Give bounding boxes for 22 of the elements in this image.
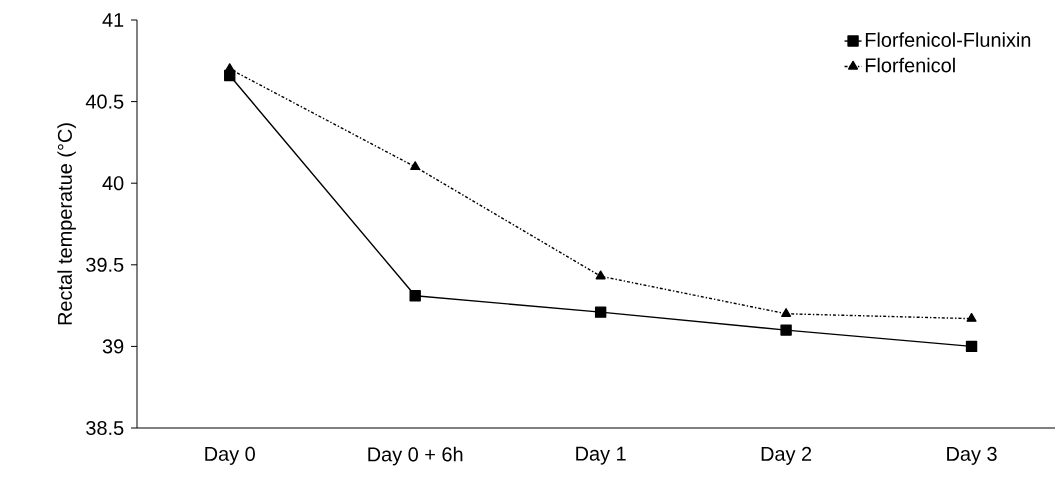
point xyxy=(780,324,792,336)
point xyxy=(594,306,607,318)
y-tick-label: 40.5 xyxy=(85,94,124,109)
x-tick-label: Day 2 xyxy=(761,446,812,465)
point xyxy=(409,290,421,302)
x-tick-label: Day 0 xyxy=(205,446,255,465)
y-tick-label: 38.5 xyxy=(86,420,124,436)
x-tick-label: Day 0 + 6h xyxy=(368,446,463,466)
legend-label: Florfenicol xyxy=(865,57,955,73)
point xyxy=(966,312,977,322)
point xyxy=(595,270,606,280)
y-tick-label: 39 xyxy=(102,339,124,354)
x-tick-label: Day 1 xyxy=(576,446,626,465)
y-tick-label: 39.5 xyxy=(86,257,124,272)
y-tick-label: 41 xyxy=(102,13,124,27)
point xyxy=(410,161,421,171)
y-axis-title: Rectal temperatue (°C) xyxy=(57,123,76,325)
point xyxy=(965,340,978,353)
point xyxy=(781,308,792,317)
y-tick-label: 40 xyxy=(102,176,124,191)
legend-label: Florfenicol-Flunixin xyxy=(865,32,1031,47)
x-tick-label: Day 3 xyxy=(947,446,997,465)
